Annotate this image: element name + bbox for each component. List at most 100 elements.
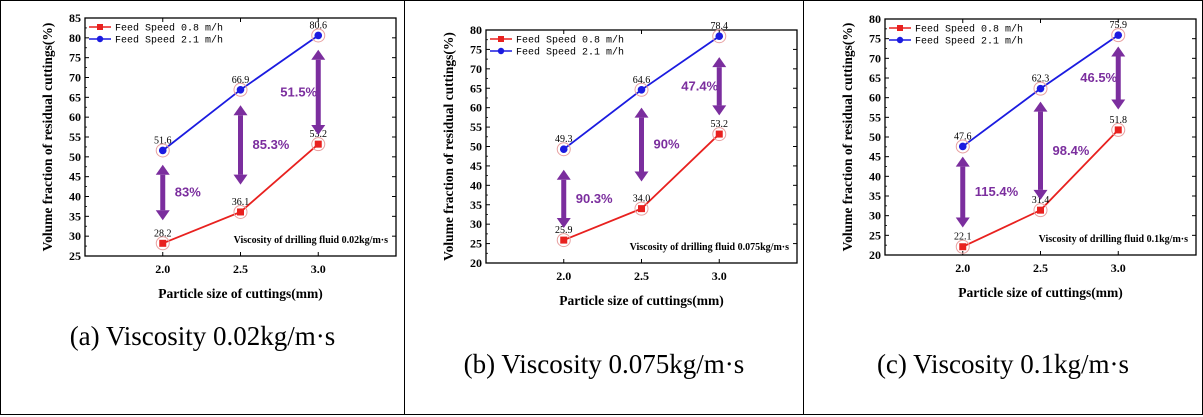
arrow-head-up xyxy=(155,164,170,175)
point-highlight-ring xyxy=(634,82,649,97)
x-axis-title: Particle size of cuttings(mm) xyxy=(158,286,323,301)
y-tick-label: 25 xyxy=(470,237,482,251)
y-tick-label: 60 xyxy=(869,91,881,105)
percent-label: 46.5% xyxy=(1080,70,1117,85)
viscosity-annotation: Viscosity of drilling fluid 0.02kg/m·s xyxy=(234,235,388,246)
data-point-square xyxy=(959,243,967,251)
legend-marker-circle xyxy=(896,36,904,44)
y-tick-label: 30 xyxy=(869,209,881,223)
point-highlight-ring xyxy=(233,82,248,97)
x-axis-title: Particle size of cuttings(mm) xyxy=(958,285,1123,300)
y-tick-label: 65 xyxy=(869,71,881,85)
legend-label: Feed Speed 0.8 m/h xyxy=(915,24,1023,36)
y-tick-label: 60 xyxy=(69,110,81,124)
data-label: 25.9 xyxy=(555,225,573,236)
legend-marker-square xyxy=(498,36,504,42)
y-tick-label: 20 xyxy=(470,256,482,270)
legend-marker-square xyxy=(897,25,903,31)
y-tick-label: 75 xyxy=(470,42,482,56)
y-tick-label: 70 xyxy=(69,71,81,85)
data-label: 28.2 xyxy=(154,228,172,239)
y-tick-label: 35 xyxy=(470,198,482,212)
y-tick-label: 45 xyxy=(69,170,81,184)
data-point-circle xyxy=(1036,84,1045,93)
data-point-square xyxy=(314,140,322,148)
data-label: 66.9 xyxy=(232,75,250,86)
y-tick-label: 45 xyxy=(869,150,881,164)
arrow-head-down xyxy=(634,171,649,182)
legend-label: Feed Speed 2.1 m/h xyxy=(115,35,223,47)
data-point-square xyxy=(237,208,244,216)
point-highlight-ring xyxy=(1033,203,1048,218)
percent-label: 115.4% xyxy=(975,184,1019,199)
caption-b: (b) Viscosity 0.075kg/m·s xyxy=(463,349,745,379)
data-label: 51.6 xyxy=(154,135,172,146)
data-label: 78.4 xyxy=(711,21,729,32)
x-tick-label: 3.0 xyxy=(712,269,727,283)
arrow-head-down xyxy=(556,218,571,229)
point-highlight-ring xyxy=(311,28,326,43)
y-tick-label: 30 xyxy=(69,229,81,243)
point-highlight-ring xyxy=(1111,28,1126,43)
y-tick-label: 30 xyxy=(470,217,482,231)
data-label: 51.8 xyxy=(1110,115,1128,126)
arrow-head-up xyxy=(311,49,326,60)
percent-label: 90% xyxy=(654,137,680,152)
legend-label: Feed Speed 2.1 m/h xyxy=(915,36,1023,48)
data-point-square xyxy=(560,236,568,244)
y-tick-label: 45 xyxy=(470,159,482,173)
y-axis-title: Volume fraction of residual cuttings(%) xyxy=(840,23,855,252)
percent-label: 47.4% xyxy=(681,78,718,93)
viscosity-annotation: Viscosity of drilling fluid 0.075kg/m·s xyxy=(630,242,789,253)
arrow-head-up xyxy=(1111,46,1126,57)
data-point-circle xyxy=(1114,31,1123,39)
legend-label: Feed Speed 0.8 m/h xyxy=(516,35,624,47)
x-tick-label: 3.0 xyxy=(311,262,326,276)
data-point-circle xyxy=(958,142,967,151)
legend-marker-circle xyxy=(96,35,104,43)
y-tick-label: 55 xyxy=(869,110,881,124)
y-tick-label: 35 xyxy=(869,189,881,203)
x-tick-label: 3.0 xyxy=(1111,261,1126,275)
data-point-square xyxy=(1037,206,1044,214)
point-highlight-ring xyxy=(955,139,970,154)
y-tick-label: 75 xyxy=(69,51,81,65)
y-tick-label: 80 xyxy=(470,23,482,37)
x-tick-label: 2.0 xyxy=(955,261,970,275)
percent-label: 83% xyxy=(175,185,201,200)
arrow-head-down xyxy=(155,210,170,221)
chart-panel-a: 25 30 35 40 45 50 55 60 65 70 75 80 85 2.0 2.5 3.0 Parti… xyxy=(40,11,397,301)
data-label: 53.2 xyxy=(711,119,729,130)
percent-label: 98.4% xyxy=(1053,143,1090,158)
point-highlight-ring xyxy=(634,201,649,216)
arrow-head-down xyxy=(955,217,970,228)
arrow-head-down xyxy=(1111,99,1126,110)
y-tick-label: 50 xyxy=(869,130,881,144)
data-label: 22.1 xyxy=(954,232,972,243)
arrow-head-down xyxy=(311,125,326,136)
viscosity-annotation: Viscosity of drilling fluid 0.1kg/m·s xyxy=(1039,234,1188,245)
y-axis-title: Volume fraction of residual cuttings(%) xyxy=(40,23,55,252)
x-tick-label: 2.0 xyxy=(556,269,571,283)
percent-label: 85.3% xyxy=(253,137,290,152)
data-point-square xyxy=(159,239,167,247)
x-tick-label: 2.5 xyxy=(1033,261,1048,275)
arrow-head-up xyxy=(955,156,970,167)
arrow-head-up xyxy=(712,57,727,68)
data-point-circle xyxy=(559,145,568,154)
arrow-head-up xyxy=(556,169,571,180)
point-highlight-ring xyxy=(712,29,727,44)
y-tick-label: 65 xyxy=(69,90,81,104)
point-highlight-ring xyxy=(712,127,727,142)
data-point-circle xyxy=(715,32,724,41)
arrow-head-up xyxy=(634,107,649,118)
y-tick-label: 75 xyxy=(869,32,881,46)
point-highlight-ring xyxy=(556,233,571,248)
y-tick-label: 80 xyxy=(869,12,881,26)
y-tick-label: 40 xyxy=(69,190,81,204)
y-tick-label: 55 xyxy=(470,120,482,134)
y-tick-label: 70 xyxy=(470,62,482,76)
panel-a: 25 30 35 40 45 50 55 60 65 70 75 80 85 2.0 2.5 3.0 Parti… xyxy=(0,0,405,415)
y-tick-label: 35 xyxy=(69,209,81,223)
data-point-square xyxy=(715,130,723,138)
